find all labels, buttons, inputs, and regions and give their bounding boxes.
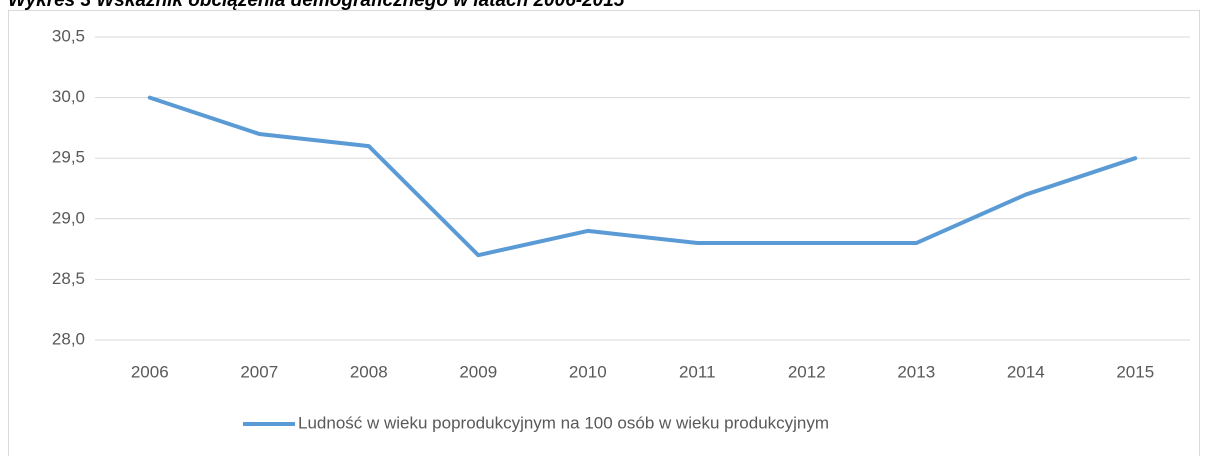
- x-tick-label: 2011: [679, 362, 716, 381]
- legend-label: Ludność w wieku poprodukcyjnym na 100 os…: [298, 413, 829, 432]
- x-tick-label: 2006: [131, 362, 169, 381]
- y-tick-label: 28,5: [52, 269, 85, 288]
- x-tick-label: 2015: [1116, 362, 1154, 381]
- x-tick-label: 2012: [788, 362, 826, 381]
- y-tick-label: 29,0: [52, 208, 85, 227]
- x-tick-label: 2009: [459, 362, 497, 381]
- x-tick-label: 2013: [897, 362, 935, 381]
- x-tick-label: 2008: [350, 362, 388, 381]
- x-tick-label: 2007: [240, 362, 278, 381]
- chart-title: Wykres 3 Wskaźnik obciążenia demograficz…: [8, 0, 625, 11]
- y-tick-label: 28,0: [52, 329, 85, 348]
- y-tick-label: 30,0: [52, 87, 85, 106]
- x-tick-label: 2010: [569, 362, 607, 381]
- y-tick-label: 30,5: [52, 26, 85, 45]
- data-line: [147, 95, 1138, 258]
- y-tick-label: 29,5: [52, 148, 85, 167]
- x-tick-label: 2014: [1007, 362, 1045, 381]
